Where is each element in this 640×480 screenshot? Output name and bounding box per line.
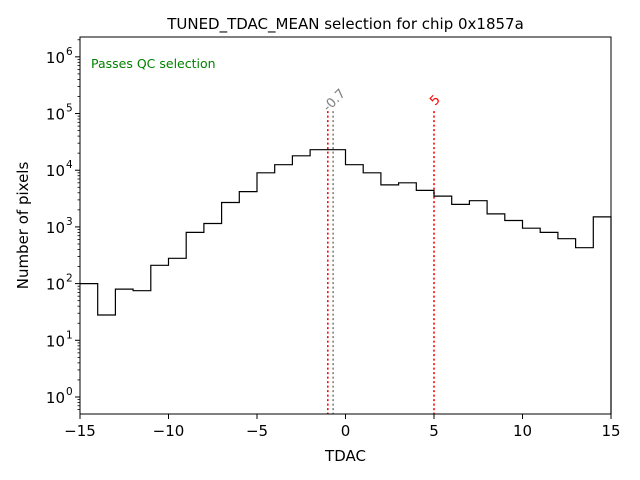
y-tick-exponent: 6 — [66, 46, 73, 58]
x-tick-label: 0 — [341, 422, 351, 440]
y-tick-exponent: 5 — [66, 103, 73, 115]
chart-title: TUNED_TDAC_MEAN selection for chip 0x185… — [166, 15, 524, 34]
y-tick-exponent: 0 — [66, 386, 73, 398]
y-tick-exponent: 3 — [66, 216, 73, 228]
y-tick-label: 10 — [46, 162, 65, 180]
x-tick-label: −10 — [153, 422, 185, 440]
x-axis-label: TDAC — [324, 447, 366, 465]
x-tick-label: −5 — [246, 422, 268, 440]
x-tick-label: −15 — [64, 422, 96, 440]
x-tick-label: 10 — [513, 422, 532, 440]
histogram-step-line — [80, 149, 612, 414]
y-tick-label: 10 — [46, 332, 65, 350]
y-tick-label: 10 — [46, 389, 65, 407]
y-tick-exponent: 1 — [66, 329, 73, 341]
x-tick-label: 5 — [429, 422, 439, 440]
y-tick-label: 10 — [46, 49, 65, 67]
y-tick-exponent: 4 — [66, 159, 73, 171]
y-tick-exponent: 2 — [66, 273, 73, 285]
x-axis-ticks: −15 −10 −5 0 5 10 15 — [64, 414, 621, 440]
qc-annotation: Passes QC selection — [91, 56, 216, 71]
y-axis-label: Number of pixels — [14, 162, 32, 290]
y-tick-label: 10 — [46, 106, 65, 124]
x-tick-label: 15 — [601, 422, 620, 440]
y-tick-label: 10 — [46, 219, 65, 237]
y-tick-label: 10 — [46, 276, 65, 294]
